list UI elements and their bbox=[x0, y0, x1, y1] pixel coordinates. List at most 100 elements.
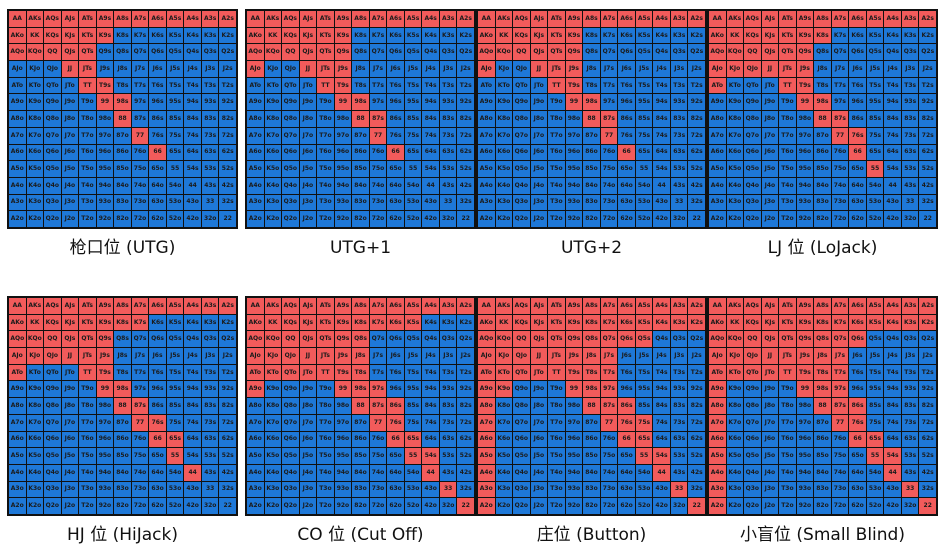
hand-cell-75o: 75o bbox=[600, 161, 618, 177]
hand-cell-73o: 73o bbox=[131, 194, 149, 211]
hand-cell-K5o: K5o bbox=[726, 161, 744, 177]
hand-cell-T8o: T8o bbox=[548, 111, 565, 127]
hand-cell-QTs: QTs bbox=[779, 331, 796, 348]
hand-cell-54o: 54o bbox=[866, 177, 884, 194]
hand-cell-53o: 53o bbox=[866, 194, 884, 211]
hand-cell-T5o: T5o bbox=[317, 161, 334, 177]
hand-cell-T5s: T5s bbox=[635, 364, 653, 381]
hand-cell-AKo: AKo bbox=[709, 27, 726, 44]
hand-cell-73o: 73o bbox=[831, 481, 849, 498]
hand-cell-K9o: K9o bbox=[264, 94, 282, 111]
hand-cell-AQs: AQs bbox=[744, 11, 761, 27]
hand-cell-JTs: JTs bbox=[779, 348, 796, 364]
hand-cell-83o: 83o bbox=[814, 481, 831, 498]
hand-cell-74o: 74o bbox=[600, 177, 618, 194]
hand-cell-86s: 86s bbox=[387, 111, 404, 127]
hand-cell-K4o: K4o bbox=[495, 464, 513, 481]
hand-cell-AQs: AQs bbox=[744, 298, 761, 314]
hand-cell-Q4o: Q4o bbox=[744, 177, 761, 194]
hand-cell-Q3s: Q3s bbox=[439, 44, 457, 61]
hand-cell-JJ: JJ bbox=[299, 348, 317, 364]
hand-cell-72s: 72s bbox=[457, 127, 474, 144]
hand-cell-T3s: T3s bbox=[439, 364, 457, 381]
hand-cell-98s: 98s bbox=[583, 381, 600, 398]
hand-cell-QTs: QTs bbox=[79, 44, 96, 61]
hand-cell-62o: 62o bbox=[849, 211, 866, 227]
hand-cell-Q4o: Q4o bbox=[282, 464, 299, 481]
hand-cell-T9o: T9o bbox=[317, 94, 334, 111]
hand-cell-K9o: K9o bbox=[495, 94, 513, 111]
hand-cell-J7o: J7o bbox=[761, 414, 779, 431]
hand-cell-A8o: A8o bbox=[478, 111, 495, 127]
hand-cell-T3o: T3o bbox=[79, 194, 96, 211]
hand-cell-83s: 83s bbox=[201, 398, 219, 414]
hand-cell-A5o: A5o bbox=[478, 448, 495, 464]
hand-cell-A7s: A7s bbox=[600, 11, 618, 27]
hand-cell-93s: 93s bbox=[670, 94, 688, 111]
range-caption: HJ 位 (HiJack) bbox=[67, 525, 178, 545]
hand-cell-Q6s: Q6s bbox=[387, 44, 404, 61]
hand-cell-T9o: T9o bbox=[79, 94, 96, 111]
hand-cell-55: 55 bbox=[166, 161, 184, 177]
hand-cell-82o: 82o bbox=[583, 211, 600, 227]
hand-cell-AA: AA bbox=[478, 298, 495, 314]
hand-cell-J6s: J6s bbox=[149, 61, 166, 77]
hand-cell-K4s: K4s bbox=[884, 27, 901, 44]
hand-cell-A4s: A4s bbox=[653, 11, 670, 27]
hand-cell-K9s: K9s bbox=[334, 27, 352, 44]
hand-cell-Q4s: Q4s bbox=[884, 44, 901, 61]
hand-cell-98o: 98o bbox=[565, 398, 583, 414]
hand-cell-Q3s: Q3s bbox=[201, 331, 219, 348]
hand-cell-87s: 87s bbox=[600, 111, 618, 127]
hand-cell-K3s: K3s bbox=[201, 314, 219, 331]
hand-cell-K9o: K9o bbox=[264, 381, 282, 398]
hand-cell-Q6o: Q6o bbox=[513, 144, 530, 161]
hand-cell-65o: 65o bbox=[849, 448, 866, 464]
hand-cell-96o: 96o bbox=[565, 431, 583, 448]
hand-cell-94o: 94o bbox=[565, 177, 583, 194]
hand-cell-54o: 54o bbox=[166, 464, 184, 481]
hand-cell-96o: 96o bbox=[96, 431, 114, 448]
hand-cell-97s: 97s bbox=[131, 94, 149, 111]
hand-cell-74o: 74o bbox=[831, 177, 849, 194]
hand-cell-74o: 74o bbox=[600, 464, 618, 481]
hand-cell-86s: 86s bbox=[149, 111, 166, 127]
hand-cell-T9o: T9o bbox=[548, 381, 565, 398]
hand-cell-KJo: KJo bbox=[726, 348, 744, 364]
hand-cell-T8o: T8o bbox=[79, 398, 96, 414]
hand-cell-43o: 43o bbox=[884, 481, 901, 498]
hand-cell-96o: 96o bbox=[565, 144, 583, 161]
hand-cell-Q2o: Q2o bbox=[282, 211, 299, 227]
hand-cell-J9s: J9s bbox=[796, 61, 814, 77]
hand-cell-KQo: KQo bbox=[26, 331, 44, 348]
hand-cell-T6s: T6s bbox=[387, 77, 404, 94]
hand-cell-ATs: ATs bbox=[79, 298, 96, 314]
hand-cell-94s: 94s bbox=[884, 381, 901, 398]
hand-cell-KJs: KJs bbox=[61, 27, 79, 44]
hand-cell-Q9s: Q9s bbox=[334, 44, 352, 61]
hand-cell-87o: 87o bbox=[352, 127, 369, 144]
hand-cell-64o: 64o bbox=[387, 177, 404, 194]
hand-cell-A4o: A4o bbox=[709, 177, 726, 194]
hand-cell-94s: 94s bbox=[653, 94, 670, 111]
hand-cell-A2o: A2o bbox=[478, 211, 495, 227]
hand-cell-K4o: K4o bbox=[264, 177, 282, 194]
hand-cell-52s: 52s bbox=[688, 448, 705, 464]
hand-cell-J8s: J8s bbox=[814, 348, 831, 364]
hand-cell-J5o: J5o bbox=[299, 161, 317, 177]
hand-cell-33: 33 bbox=[439, 481, 457, 498]
hand-cell-T9o: T9o bbox=[779, 381, 796, 398]
hand-cell-KTo: KTo bbox=[726, 364, 744, 381]
hand-cell-J3o: J3o bbox=[299, 481, 317, 498]
hand-cell-66: 66 bbox=[618, 431, 635, 448]
hand-cell-86o: 86o bbox=[814, 144, 831, 161]
hand-cell-TT: TT bbox=[548, 364, 565, 381]
hand-cell-Q7o: Q7o bbox=[744, 127, 761, 144]
hand-cell-74s: 74s bbox=[184, 414, 201, 431]
hand-cell-KK: KK bbox=[264, 27, 282, 44]
hand-cell-T2o: T2o bbox=[548, 498, 565, 514]
hand-cell-K6o: K6o bbox=[495, 144, 513, 161]
hand-cell-K5o: K5o bbox=[26, 161, 44, 177]
hand-cell-K3o: K3o bbox=[726, 194, 744, 211]
hand-cell-98s: 98s bbox=[114, 381, 131, 398]
